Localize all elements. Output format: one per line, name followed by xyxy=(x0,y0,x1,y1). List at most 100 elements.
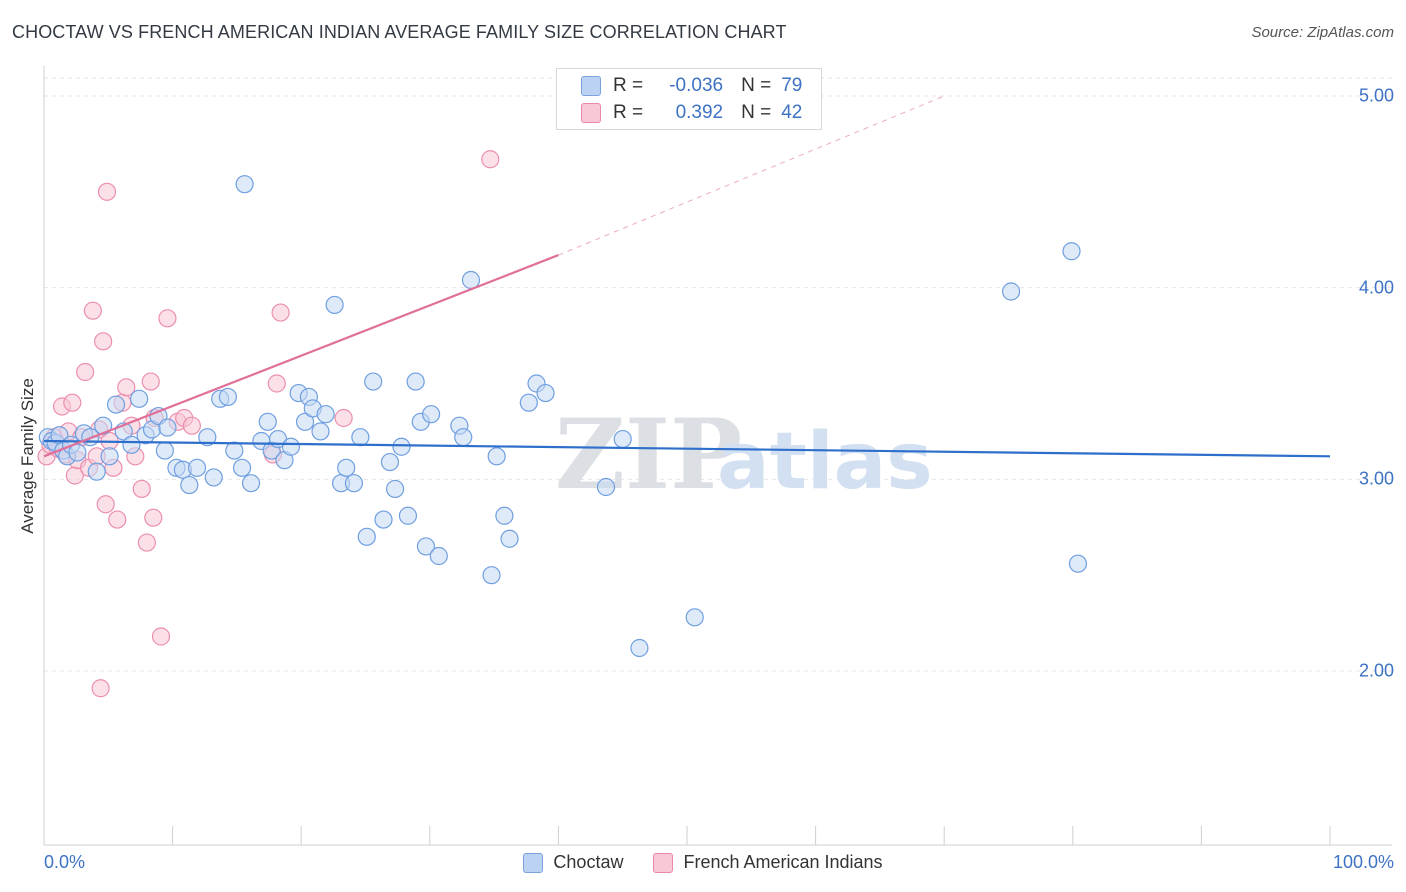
r-label: R = xyxy=(613,75,644,96)
point-choctaw xyxy=(316,405,335,424)
point-french xyxy=(96,495,115,514)
point-choctaw xyxy=(357,527,376,546)
point-choctaw xyxy=(155,441,174,460)
point-choctaw xyxy=(630,638,649,658)
point-choctaw xyxy=(1062,242,1081,261)
point-choctaw xyxy=(241,474,261,493)
legend-swatch-choctaw xyxy=(581,76,601,96)
chart-source: Source: ZipAtlas.com xyxy=(1251,24,1394,41)
point-french xyxy=(108,510,127,529)
point-french xyxy=(141,372,160,391)
point-french xyxy=(117,378,136,397)
point-choctaw xyxy=(158,418,177,437)
legend-swatch-choctaw xyxy=(523,852,544,873)
legend-swatch-french xyxy=(581,103,601,123)
point-french xyxy=(94,332,113,351)
point-choctaw xyxy=(235,175,254,194)
point-choctaw xyxy=(87,462,106,481)
point-choctaw xyxy=(311,422,330,441)
point-choctaw xyxy=(385,479,405,499)
chart-title: CHOCTAW VS FRENCH AMERICAN INDIAN AVERAG… xyxy=(12,22,787,42)
point-choctaw xyxy=(380,452,400,472)
point-choctaw xyxy=(325,295,344,315)
point-french xyxy=(91,679,110,698)
point-choctaw xyxy=(392,437,411,456)
trend-line-choctaw xyxy=(43,439,1331,458)
trend-line-french xyxy=(43,254,559,458)
y-axis-label: Average Family Size xyxy=(18,378,37,534)
point-choctaw xyxy=(218,387,237,407)
watermark: ZIP atlas xyxy=(555,398,933,511)
y-tick-label: 3.00 xyxy=(1358,468,1394,489)
point-choctaw xyxy=(536,383,555,403)
point-choctaw xyxy=(487,447,506,466)
point-french xyxy=(144,508,163,527)
series-choctaw xyxy=(38,175,1088,658)
point-choctaw xyxy=(122,435,141,454)
point-french xyxy=(76,362,95,382)
point-french xyxy=(334,408,353,428)
point-french xyxy=(267,374,286,393)
series-legend: Choctaw French American Indians xyxy=(0,852,1406,873)
legend-row-french: R = 0.392 N = 42 xyxy=(581,102,802,124)
y-tick-label: 5.00 xyxy=(1358,85,1394,106)
r-value-french: 0.392 xyxy=(675,102,724,123)
point-french xyxy=(137,533,156,552)
n-label: N = xyxy=(741,75,772,96)
x-tick-label-max: 100.0% xyxy=(1332,852,1394,872)
watermark-zip: ZIP xyxy=(555,398,742,511)
point-choctaw xyxy=(187,458,207,477)
point-choctaw xyxy=(398,506,418,525)
point-choctaw xyxy=(364,372,383,391)
point-french xyxy=(158,309,177,328)
point-choctaw xyxy=(295,412,315,431)
point-french xyxy=(182,416,201,435)
point-choctaw xyxy=(281,437,301,456)
x-tick-label-min: 0.0% xyxy=(44,852,86,872)
point-choctaw xyxy=(198,428,217,447)
point-french xyxy=(63,393,82,412)
point-french xyxy=(132,479,151,499)
point-choctaw xyxy=(204,468,223,487)
point-choctaw xyxy=(1001,282,1021,301)
point-french xyxy=(271,303,290,322)
point-choctaw xyxy=(613,429,632,449)
legend-item-french[interactable]: French American Indians xyxy=(653,852,883,873)
point-choctaw xyxy=(180,475,199,495)
watermark-atlas: atlas xyxy=(717,417,933,507)
legend-swatch-french xyxy=(653,852,674,873)
legend-label-choctaw: Choctaw xyxy=(553,852,624,872)
point-choctaw xyxy=(337,458,356,477)
point-choctaw xyxy=(596,477,616,497)
point-french xyxy=(481,150,500,169)
point-choctaw xyxy=(406,372,425,391)
point-choctaw xyxy=(106,395,126,414)
point-choctaw xyxy=(1068,554,1088,573)
point-choctaw xyxy=(519,393,538,412)
y-tick-label: 2.00 xyxy=(1358,660,1394,681)
point-choctaw xyxy=(454,428,473,447)
point-choctaw xyxy=(258,412,277,431)
point-choctaw xyxy=(685,608,704,627)
r-value-choctaw: -0.036 xyxy=(669,75,724,96)
point-french xyxy=(83,301,102,320)
y-tick-label: 4.00 xyxy=(1358,277,1394,298)
n-value-french: 42 xyxy=(781,102,803,123)
legend-row-choctaw: R = -0.036 N = 79 xyxy=(581,75,802,97)
n-label: N = xyxy=(741,102,772,123)
trend-lines xyxy=(43,95,1331,458)
point-choctaw xyxy=(429,546,448,566)
point-choctaw xyxy=(351,428,370,447)
point-choctaw xyxy=(482,566,501,585)
point-french xyxy=(97,182,117,201)
point-choctaw xyxy=(374,510,393,529)
point-choctaw xyxy=(344,474,364,493)
point-choctaw xyxy=(495,506,514,525)
legend-item-choctaw[interactable]: Choctaw xyxy=(523,852,623,873)
r-label: R = xyxy=(613,102,644,123)
point-choctaw xyxy=(232,458,252,477)
point-choctaw xyxy=(130,389,149,408)
legend-label-french: French American Indians xyxy=(683,852,883,872)
point-choctaw xyxy=(500,529,519,548)
